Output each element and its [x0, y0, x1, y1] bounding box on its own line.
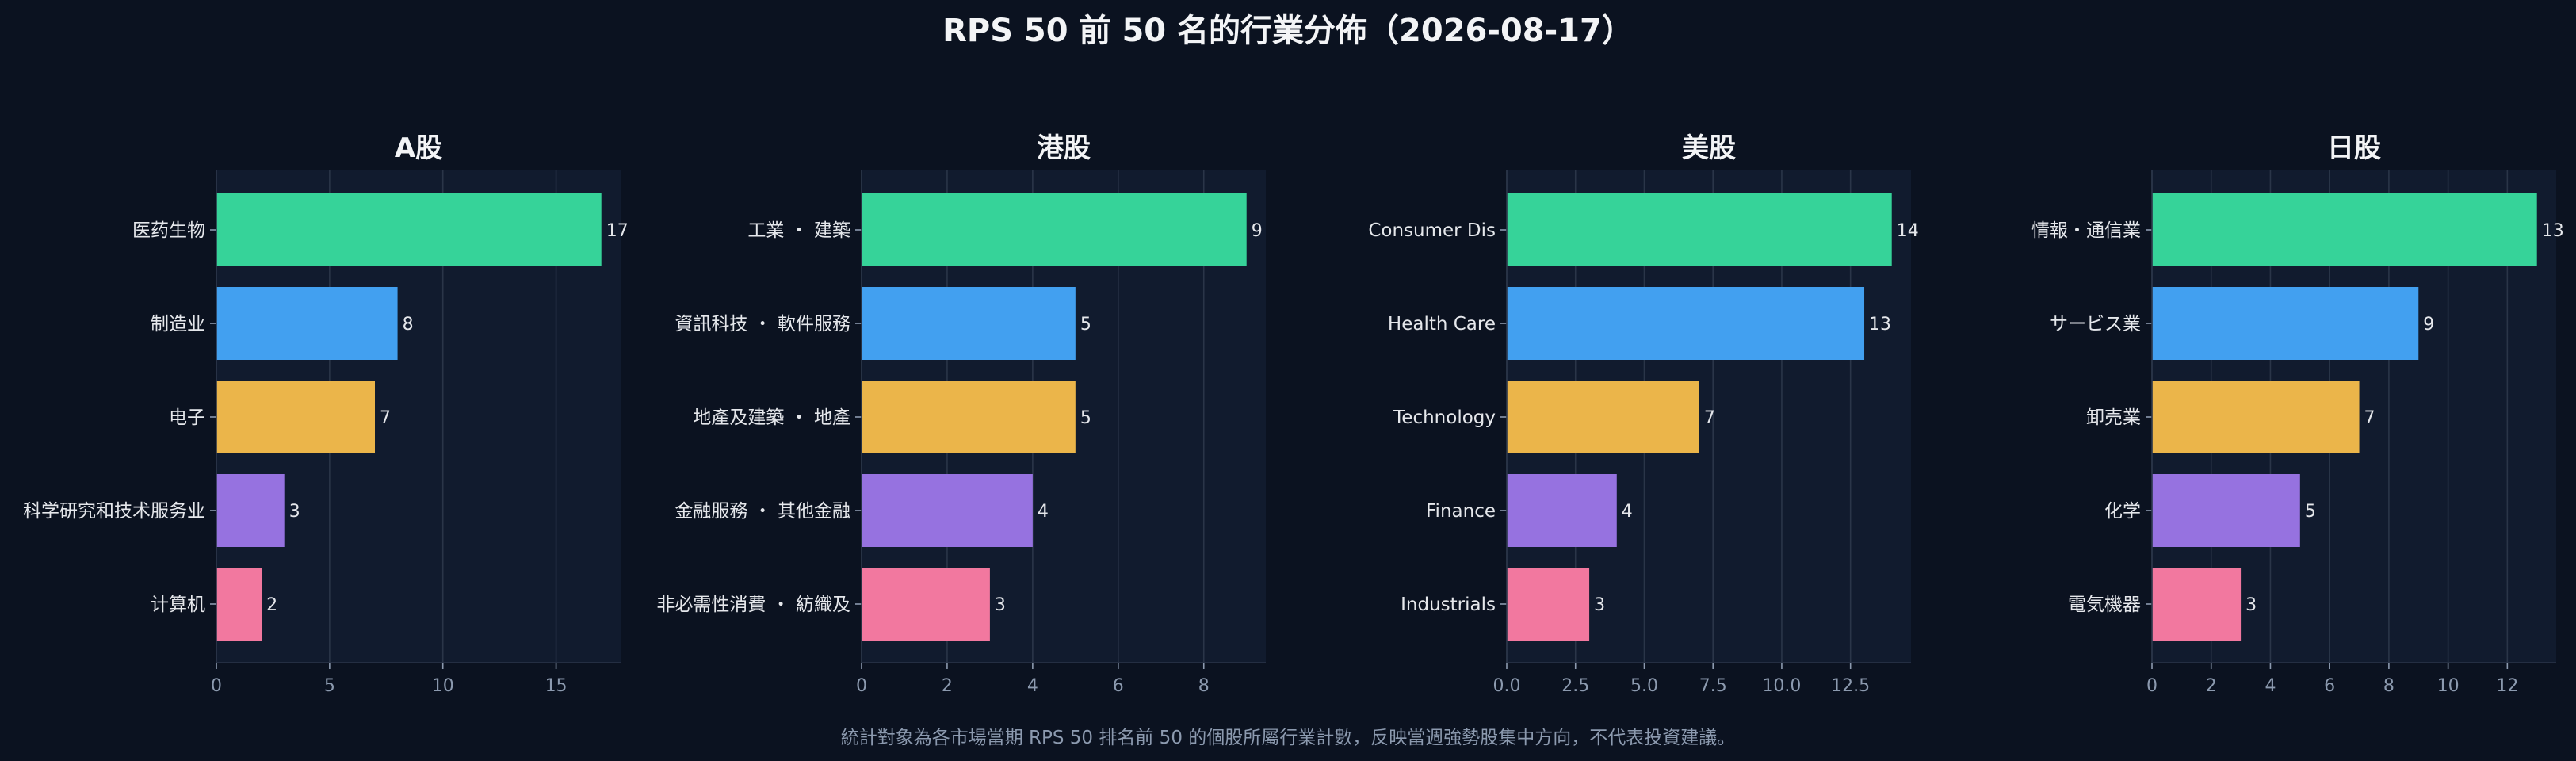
- x-tick-label: 8: [1198, 676, 1210, 696]
- bar: [1507, 474, 1617, 547]
- category-label: 计算机: [151, 595, 205, 615]
- value-label: 7: [1704, 408, 1715, 428]
- value-label: 9: [2423, 315, 2434, 335]
- x-tick-label: 0: [856, 676, 867, 696]
- value-label: 13: [1869, 315, 1891, 335]
- x-tick-label: 10.0: [1762, 676, 1801, 696]
- x-tick-label: 4: [2265, 676, 2276, 696]
- category-label: 金融服務 ・ 其他金融: [675, 501, 850, 522]
- x-tick-label: 15: [545, 676, 568, 696]
- value-label: 14: [1897, 221, 1919, 241]
- category-label: 化学: [2104, 501, 2141, 522]
- bar: [2152, 193, 2537, 266]
- bar: [2152, 474, 2300, 547]
- value-label: 9: [1252, 221, 1263, 241]
- category-label: 医药生物: [132, 220, 205, 241]
- x-tick-label: 0: [2146, 676, 2157, 696]
- x-tick-label: 2: [2206, 676, 2217, 696]
- category-label: 非必需性消費 ・ 紡織及: [656, 595, 850, 615]
- value-label: 4: [1622, 502, 1633, 522]
- bar: [216, 287, 398, 360]
- value-label: 17: [606, 221, 629, 241]
- main-title: RPS 50 前 50 名的行業分佈（2026-08-17）: [942, 13, 1634, 49]
- panel-title: A股: [395, 132, 442, 164]
- value-label: 3: [1594, 595, 1605, 615]
- bar: [1507, 568, 1590, 641]
- bar: [1507, 287, 1865, 360]
- panel-title: 美股: [1682, 132, 1736, 164]
- category-label: 地產及建築 ・ 地產: [693, 407, 850, 428]
- category-label: 電気機器: [2068, 595, 2141, 615]
- bar: [2152, 287, 2419, 360]
- value-label: 3: [995, 595, 1006, 615]
- value-label: 5: [1080, 408, 1091, 428]
- bar: [216, 474, 285, 547]
- category-label: 工業 ・ 建築: [747, 220, 850, 241]
- panel-title: 日股: [2327, 132, 2381, 164]
- x-tick-label: 8: [2383, 676, 2394, 696]
- value-label: 8: [403, 315, 414, 335]
- x-tick-label: 6: [1113, 676, 1124, 696]
- category-label: 制造业: [151, 314, 205, 335]
- x-tick-label: 0: [211, 676, 222, 696]
- category-label: Health Care: [1388, 314, 1496, 335]
- value-label: 7: [2364, 408, 2375, 428]
- bar: [1507, 380, 1699, 453]
- category-label: Technology: [1393, 407, 1496, 428]
- x-tick-label: 10: [2437, 676, 2459, 696]
- category-label: 資訊科技 ・ 軟件服務: [675, 314, 850, 335]
- panel-title: 港股: [1037, 132, 1091, 164]
- bar: [216, 193, 602, 266]
- x-tick-label: 12: [2496, 676, 2518, 696]
- x-tick-label: 0.0: [1493, 676, 1521, 696]
- bar: [2152, 568, 2242, 641]
- x-tick-label: 5.0: [1630, 676, 1658, 696]
- bar: [862, 474, 1033, 547]
- value-label: 5: [2305, 502, 2316, 522]
- bar: [862, 380, 1076, 453]
- value-label: 7: [380, 408, 391, 428]
- value-label: 13: [2542, 221, 2564, 241]
- bar: [1507, 193, 1892, 266]
- category-label: サービス業: [2050, 314, 2141, 335]
- category-label: 科学研究和技术服务业: [23, 501, 205, 522]
- x-tick-label: 2: [942, 676, 953, 696]
- chart-panel-2: 0.0 2.5 5.0 7.5 10.0 12.5 美股 Consumer Dis 14 Heal…: [1368, 132, 1918, 696]
- bar: [216, 380, 375, 453]
- value-label: 2: [266, 595, 277, 615]
- x-tick-label: 4: [1027, 676, 1038, 696]
- category-label: Industrials: [1401, 595, 1496, 615]
- category-label: 情報・通信業: [2031, 220, 2141, 241]
- value-label: 3: [2245, 595, 2257, 615]
- value-label: 3: [289, 502, 300, 522]
- category-label: Finance: [1426, 501, 1496, 522]
- footnote: 統計對象為各市場當期 RPS 50 排名前 50 的個股所屬行業計數，反映當週強…: [841, 728, 1736, 748]
- x-tick-label: 7.5: [1699, 676, 1727, 696]
- category-label: 卸売業: [2086, 407, 2141, 428]
- value-label: 5: [1080, 315, 1091, 335]
- x-tick-label: 2.5: [1561, 676, 1589, 696]
- x-tick-label: 10: [432, 676, 454, 696]
- x-tick-label: 12.5: [1831, 676, 1870, 696]
- bar: [862, 287, 1076, 360]
- bar: [862, 568, 990, 641]
- x-tick-label: 6: [2324, 676, 2335, 696]
- bar: [216, 568, 262, 641]
- value-label: 4: [1038, 502, 1049, 522]
- x-tick-label: 5: [324, 676, 335, 696]
- category-label: Consumer Dis: [1368, 220, 1496, 241]
- bar: [2152, 380, 2360, 453]
- category-label: 电子: [169, 407, 205, 428]
- bar: [862, 193, 1247, 266]
